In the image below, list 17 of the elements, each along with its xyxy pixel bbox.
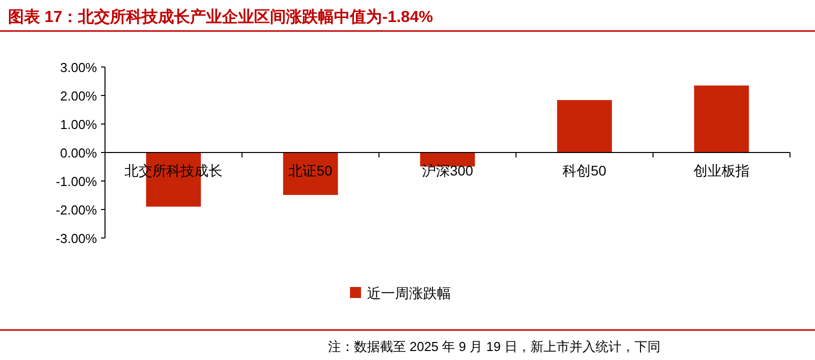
y-tick-label: 1.00% bbox=[60, 117, 98, 132]
x-tick-label: 科创50 bbox=[562, 162, 606, 178]
chart-title: 图表 17：北交所科技成长产业企业区间涨跌幅中值为-1.84% bbox=[8, 7, 433, 26]
x-tick-label: 北证50 bbox=[288, 162, 332, 178]
legend-label: 近一周涨跌幅 bbox=[367, 285, 451, 301]
y-tick-label: 2.00% bbox=[60, 88, 98, 104]
y-tick-label: 3.00% bbox=[60, 60, 98, 75]
text: 注：数据截至 2025 年 9 月 19 日，新上市并入统计，下同 bbox=[328, 339, 660, 354]
x-tick-label: 沪深300 bbox=[422, 162, 474, 178]
y-tick-label: 0.00% bbox=[60, 146, 98, 160]
bar bbox=[557, 100, 612, 152]
x-tick-label: 创业板指 bbox=[694, 162, 750, 178]
y-tick-label: -1.00% bbox=[56, 174, 98, 189]
bar bbox=[283, 152, 338, 195]
bar bbox=[694, 86, 749, 152]
y-tick-label: -3.00% bbox=[56, 231, 98, 246]
y-tick-label: -2.00% bbox=[56, 202, 98, 218]
